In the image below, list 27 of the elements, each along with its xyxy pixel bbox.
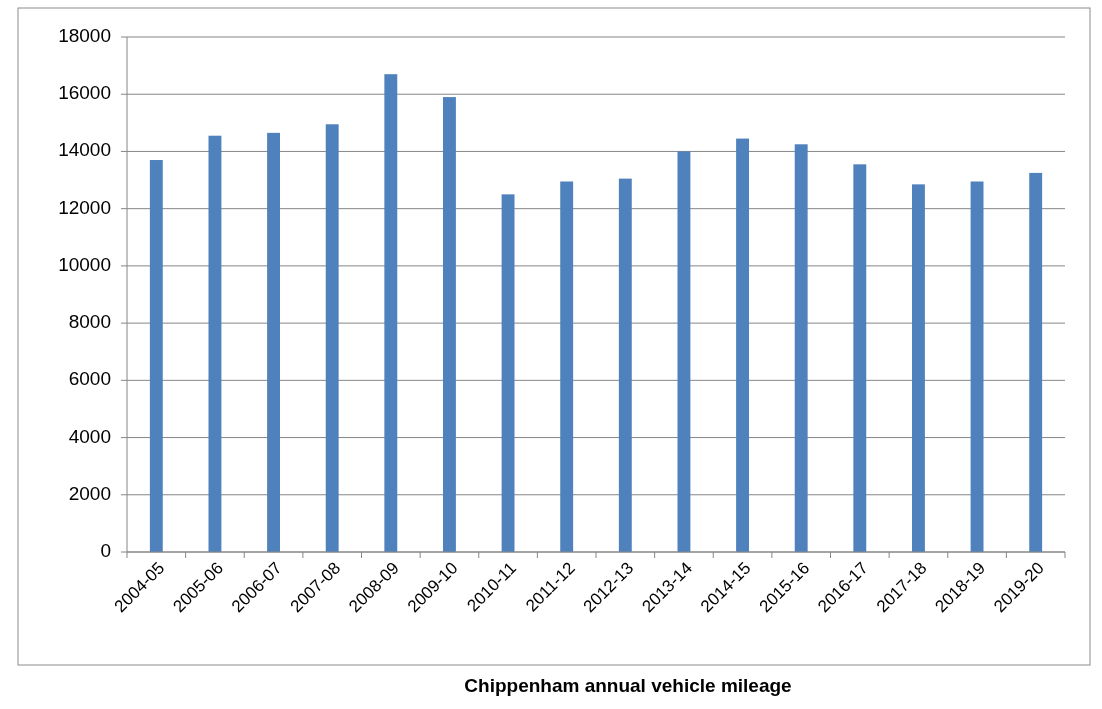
y-tick-label: 2000 — [68, 482, 111, 504]
bar — [267, 132, 281, 552]
y-tick-label: 0 — [100, 540, 111, 562]
bar — [501, 194, 515, 552]
bar — [149, 160, 163, 552]
bar — [1029, 172, 1043, 552]
y-tick-label: 18000 — [58, 25, 111, 47]
y-tick-label: 8000 — [68, 311, 111, 333]
y-tick-label: 14000 — [58, 139, 111, 161]
y-tick-label: 16000 — [58, 82, 111, 104]
bar — [794, 144, 808, 552]
bar — [911, 184, 925, 552]
y-tick-label: 12000 — [58, 196, 111, 218]
text: Chippenham annual vehicle mileage — [464, 675, 792, 696]
bar — [442, 97, 456, 552]
bar — [560, 181, 574, 552]
bar — [208, 135, 222, 552]
bar — [384, 74, 398, 552]
bar — [853, 164, 867, 552]
bar — [736, 138, 750, 552]
y-tick-label: 10000 — [58, 253, 111, 275]
bar — [325, 124, 339, 552]
bar — [618, 178, 632, 552]
bar — [677, 151, 691, 552]
bar — [970, 181, 984, 552]
y-tick-label: 6000 — [68, 368, 111, 390]
y-tick-label: 4000 — [68, 425, 111, 447]
